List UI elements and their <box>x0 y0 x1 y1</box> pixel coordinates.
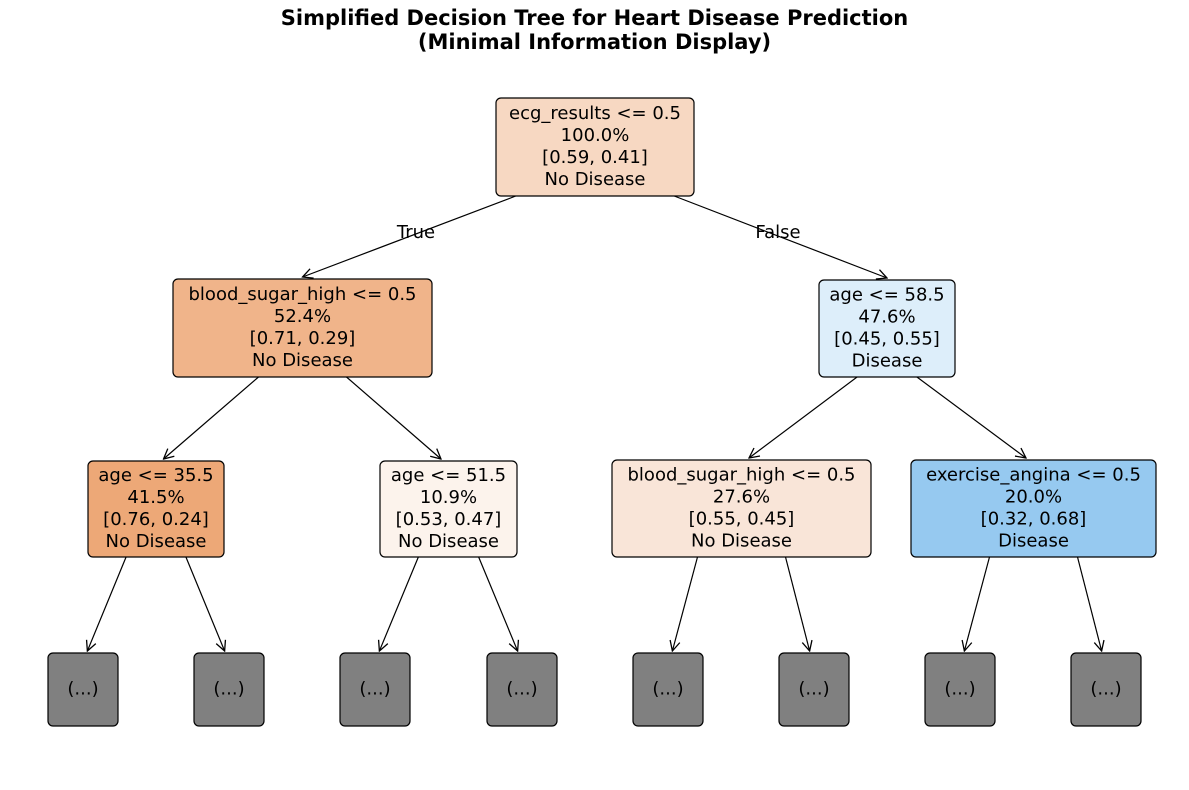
node-class-distribution: [0.76, 0.24] <box>103 509 209 530</box>
node-split-rule: age <= 51.5 <box>391 465 506 486</box>
truncated-node: (...) <box>486 652 558 727</box>
truncated-node: (...) <box>924 652 996 727</box>
node-box <box>486 652 558 727</box>
node-sample-percent: 27.6% <box>713 487 770 508</box>
tree-node-rr: exercise_angina <= 0.520.0%[0.32, 0.68]D… <box>910 459 1157 558</box>
node-box <box>172 278 433 378</box>
truncated-label: (...) <box>359 679 390 700</box>
node-box <box>47 652 119 727</box>
edge-label-true: True <box>396 222 435 243</box>
edge-r-rr <box>916 376 1026 458</box>
edge-lr-t3 <box>379 556 419 651</box>
node-class-distribution: [0.59, 0.41] <box>542 147 648 168</box>
tree-node-l: blood_sugar_high <= 0.552.4%[0.71, 0.29]… <box>172 278 433 378</box>
diagram-title-line1: Simplified Decision Tree for Heart Disea… <box>281 6 908 30</box>
node-class-distribution: [0.55, 0.45] <box>689 509 795 530</box>
node-box <box>87 460 225 558</box>
node-box <box>379 460 518 558</box>
node-class-distribution: [0.53, 0.47] <box>396 509 502 530</box>
truncated-label: (...) <box>798 679 829 700</box>
edge-label-false: False <box>755 222 800 243</box>
truncated-label: (...) <box>652 679 683 700</box>
node-split-rule: blood_sugar_high <= 0.5 <box>189 284 417 305</box>
node-sample-percent: 41.5% <box>127 487 184 508</box>
edge-l-lr <box>346 376 442 459</box>
truncated-node: (...) <box>1070 652 1142 727</box>
edge-rr-t7 <box>964 556 991 651</box>
truncated-label: (...) <box>213 679 244 700</box>
truncated-label: (...) <box>944 679 975 700</box>
truncated-node: (...) <box>632 652 704 727</box>
tree-node-r: age <= 58.547.6%[0.45, 0.55]Disease <box>818 279 956 378</box>
node-class-label: No Disease <box>252 350 353 371</box>
tree-node-lr: age <= 51.510.9%[0.53, 0.47]No Disease <box>379 460 518 558</box>
edge-rl-t5 <box>672 556 699 651</box>
node-sample-percent: 52.4% <box>274 306 331 327</box>
node-class-label: No Disease <box>106 531 207 552</box>
node-split-rule: exercise_angina <= 0.5 <box>926 465 1141 486</box>
truncated-label: (...) <box>1090 679 1121 700</box>
edge-root-l <box>303 195 517 277</box>
node-box <box>1070 652 1142 727</box>
node-class-label: Disease <box>852 351 923 372</box>
diagram-title-line2: (Minimal Information Display) <box>418 30 771 54</box>
edge-rl-t6 <box>784 556 810 651</box>
node-sample-percent: 10.9% <box>420 487 477 508</box>
edge-l-ll <box>164 376 259 459</box>
node-box <box>611 459 872 558</box>
truncated-node: (...) <box>47 652 119 727</box>
truncated-node: (...) <box>778 652 850 727</box>
node-split-rule: age <= 35.5 <box>98 465 213 486</box>
node-class-distribution: [0.32, 0.68] <box>981 509 1087 530</box>
edge-lr-t4 <box>478 556 518 651</box>
edge-rr-t8 <box>1076 556 1102 651</box>
edges-layer: True False <box>87 195 1102 651</box>
node-split-rule: ecg_results <= 0.5 <box>509 103 681 124</box>
node-sample-percent: 47.6% <box>858 307 915 328</box>
truncated-label: (...) <box>67 679 98 700</box>
node-class-label: No Disease <box>398 531 499 552</box>
node-class-distribution: [0.45, 0.55] <box>834 329 940 350</box>
node-class-label: No Disease <box>545 169 646 190</box>
node-sample-percent: 20.0% <box>1005 487 1062 508</box>
node-box <box>778 652 850 727</box>
node-box <box>339 652 411 727</box>
node-split-rule: blood_sugar_high <= 0.5 <box>628 465 856 486</box>
tree-node-ll: age <= 35.541.5%[0.76, 0.24]No Disease <box>87 460 225 558</box>
node-class-label: Disease <box>998 531 1069 552</box>
truncated-label: (...) <box>506 679 537 700</box>
tree-node-rl: blood_sugar_high <= 0.527.6%[0.55, 0.45]… <box>611 459 872 558</box>
edge-ll-t2 <box>185 556 225 651</box>
node-class-label: No Disease <box>691 531 792 552</box>
truncated-node: (...) <box>339 652 411 727</box>
node-class-distribution: [0.71, 0.29] <box>250 328 356 349</box>
edge-root-r <box>673 195 887 278</box>
node-split-rule: age <= 58.5 <box>829 285 944 306</box>
node-box <box>632 652 704 727</box>
node-box <box>193 652 265 727</box>
truncated-node: (...) <box>193 652 265 727</box>
node-box <box>924 652 996 727</box>
node-sample-percent: 100.0% <box>561 125 630 146</box>
node-box <box>495 97 695 197</box>
edge-r-rl <box>749 376 858 458</box>
node-box <box>818 279 956 378</box>
node-box <box>910 459 1157 558</box>
edge-ll-t1 <box>87 556 127 651</box>
